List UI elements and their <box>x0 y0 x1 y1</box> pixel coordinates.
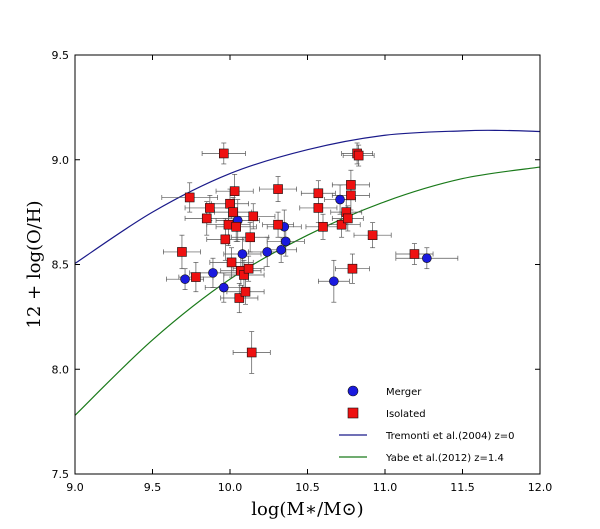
isolated-point <box>346 190 356 201</box>
y-axis-title: 12 + log(O/H) <box>24 200 45 328</box>
x-tick-label: 11.5 <box>450 481 475 494</box>
isolated-point <box>248 211 259 222</box>
legend-label: Isolated <box>386 409 426 420</box>
isolated-point <box>184 192 195 203</box>
x-axis: 9.0 9.5 10.0 10.5 11.0 11.5 12.0 <box>66 55 552 494</box>
isolated-point <box>273 219 283 230</box>
isolated-point <box>228 207 238 217</box>
y-tick-label: 8.5 <box>52 259 70 272</box>
isolated-point <box>367 230 378 240</box>
isolated-point <box>347 263 358 274</box>
y-tick-label: 9.0 <box>52 154 70 167</box>
isolated-point <box>177 247 187 257</box>
isolated-point <box>225 198 235 209</box>
merger-point <box>237 249 248 259</box>
x-tick-label: 9.0 <box>66 481 84 494</box>
merger-point <box>208 268 218 278</box>
x-tick-label: 10.5 <box>295 481 320 494</box>
merger-point <box>219 282 229 293</box>
isolated-point <box>313 188 324 199</box>
isolated-point <box>240 286 251 297</box>
isolated-point <box>342 213 353 224</box>
isolated-point <box>273 184 283 194</box>
x-tick-label: 10.0 <box>218 481 243 494</box>
legend-label: Yabe et al.(2012) z=1.4 <box>385 453 504 464</box>
isolated-point <box>231 221 241 232</box>
isolated-point <box>226 257 237 268</box>
isolated-point <box>201 213 212 224</box>
isolated-point <box>245 232 255 243</box>
merger-point <box>422 253 432 264</box>
x-tick-label: 12.0 <box>528 481 553 494</box>
isolated-point <box>220 234 231 245</box>
legend-isolated-marker <box>347 407 359 419</box>
x-axis-title: log(M∗/M⊙) <box>251 499 363 520</box>
series-curve-2 <box>75 129 540 264</box>
legend: Merger Isolated Tremonti et al.(2004) z=0 Y… <box>339 385 515 464</box>
x-tick-label: 11.0 <box>373 481 398 494</box>
legend-label: Merger <box>386 387 422 398</box>
y-tick-label: 7.5 <box>52 468 70 481</box>
isolated-point <box>353 150 364 161</box>
merger-point <box>262 247 273 257</box>
isolated-point <box>336 219 347 230</box>
merger-point <box>276 245 286 255</box>
series-curve-3 <box>75 166 540 416</box>
isolated-point <box>219 148 229 159</box>
legend-label: Tremonti et al.(2004) z=0 <box>385 431 515 442</box>
legend-merger-marker <box>347 385 359 397</box>
isolated-point <box>243 263 254 274</box>
y-tick-label: 9.5 <box>52 49 70 62</box>
isolated-point <box>318 221 328 232</box>
isolated-point <box>346 180 356 190</box>
isolated-point <box>229 186 240 196</box>
y-tick-label: 8.0 <box>52 363 70 376</box>
merger-point <box>329 276 339 287</box>
x-tick-label: 9.5 <box>144 481 162 494</box>
y-axis: 7.5 8.0 8.5 9.0 9.5 <box>52 49 540 481</box>
isolated-point <box>409 249 420 259</box>
merger-point <box>335 194 345 205</box>
isolated-point <box>205 203 215 213</box>
isolated-point <box>313 203 324 213</box>
plot-area <box>75 129 540 416</box>
isolated-point <box>234 293 245 303</box>
isolated-point <box>246 347 257 358</box>
isolated-point <box>191 272 201 282</box>
merger-point <box>180 274 190 284</box>
merger-point <box>280 236 291 247</box>
